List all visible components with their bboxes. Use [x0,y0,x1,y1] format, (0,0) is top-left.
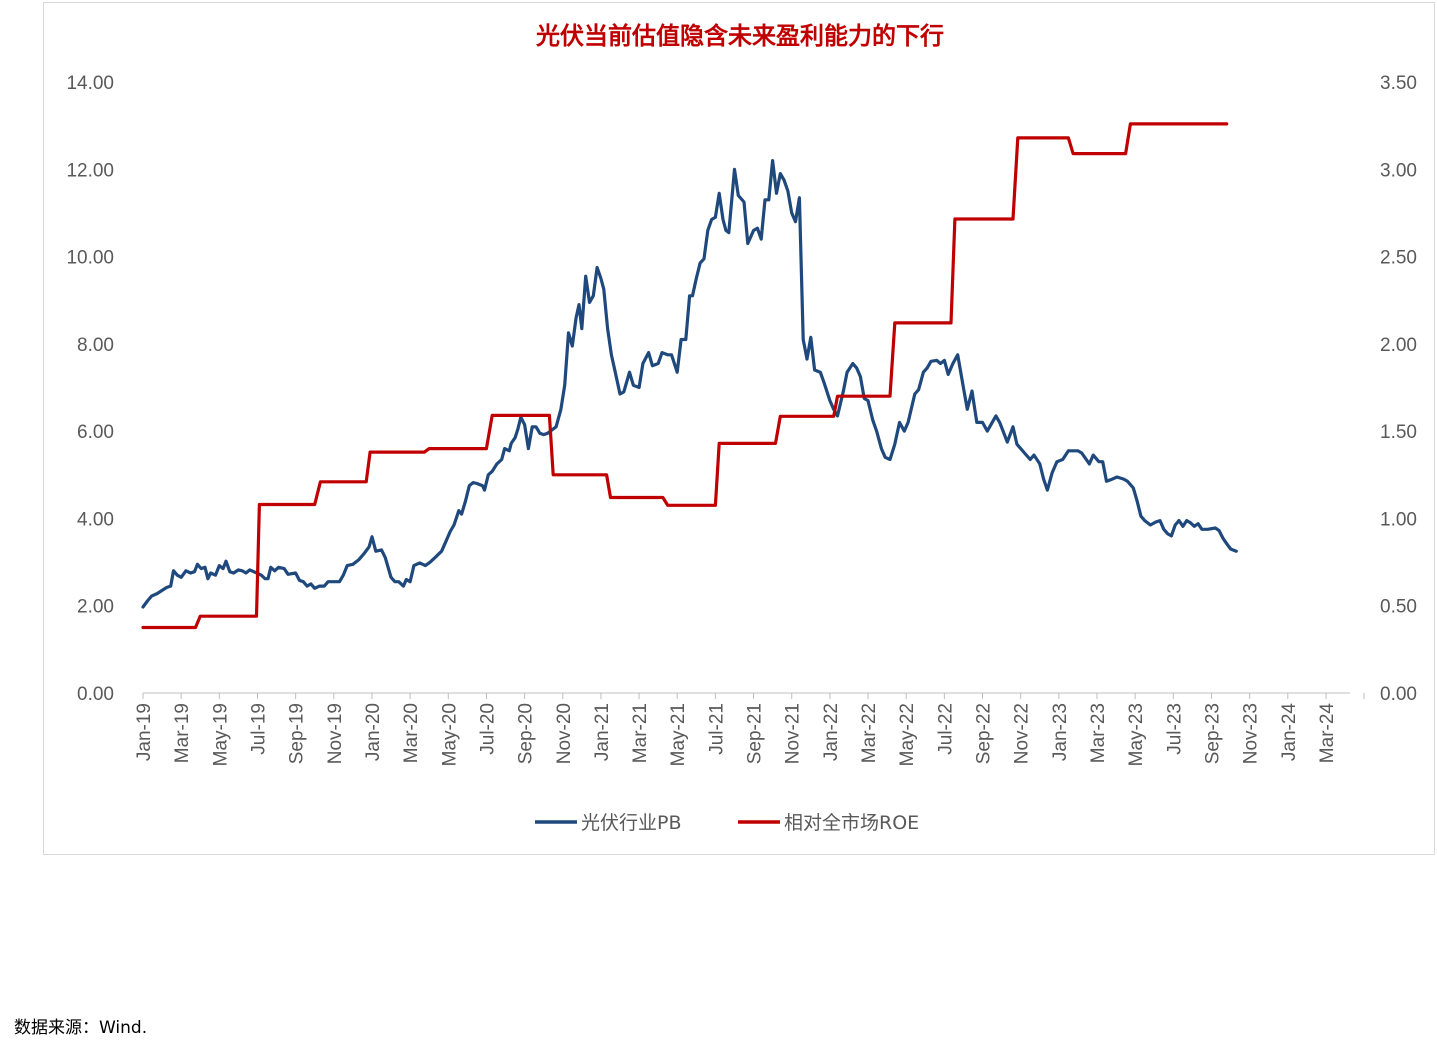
y-right-tick-label: 2.00 [1380,335,1417,356]
y-left-tick-label: 2.00 [77,597,114,618]
x-tick-label: Jan-19 [134,703,155,761]
x-tick-label: Mar-23 [1088,703,1109,763]
chart-title: 光伏当前估值隐含未来盈利能力的下行 [535,21,944,50]
x-tick-label: Nov-23 [1241,703,1262,764]
y-left-tick-label: 6.00 [77,422,114,443]
series-line-pb [141,159,1238,609]
x-tick-label: Jan-23 [1050,703,1071,761]
y-left-tick-label: 12.00 [66,160,114,181]
y-right-tick-label: 1.50 [1380,422,1417,443]
y-left-tick-label: 4.00 [77,509,114,530]
x-tick-label: Mar-24 [1317,703,1338,764]
y-right-tick-label: 3.00 [1380,160,1417,181]
x-tick-label: Sep-22 [974,703,995,764]
x-tick-label: Sep-21 [745,703,766,764]
y-right-tick-label: 0.50 [1380,597,1417,618]
x-tick-label: Nov-22 [1012,703,1033,764]
y-left-tick-label: 14.00 [66,73,114,94]
y-right-tick-label: 1.00 [1380,509,1417,530]
y-axis-right: 0.00 0.50 1.00 1.50 2.00 2.50 3.00 3.50 [1380,73,1417,705]
y-axis-left: 0.00 2.00 4.00 6.00 8.00 10.00 12.00 14.00 [66,73,114,705]
x-tick-label: Nov-19 [325,703,346,764]
x-tick-label: Mar-21 [630,703,651,763]
series-layer [141,122,1238,630]
x-tick-label: May-20 [439,703,460,766]
x-tick-label: Mar-19 [172,703,193,763]
x-tick-label: Jan-21 [592,703,613,761]
y-left-tick-label: 8.00 [77,335,114,356]
x-tick-label: Jul-23 [1164,703,1185,755]
x-tick-label: Sep-19 [287,703,308,764]
x-tick-label: Jan-24 [1279,703,1300,762]
x-tick-label: Nov-20 [554,703,575,764]
x-axis: Jan-19 Mar-19 May-19 Jul-19 Sep-19 Nov-19 Jan-… [134,692,1365,766]
x-tick-label: Jan-22 [821,703,842,761]
legend: 光伏行业PB 相对全市场ROE [535,812,919,834]
x-tick-label: Jul-19 [248,703,269,755]
x-tick-label: May-23 [1126,703,1147,766]
x-tick-label: Jul-22 [935,703,956,755]
x-tick-label: Mar-22 [859,703,880,763]
source-note: 数据来源：Wind. [14,1018,148,1038]
x-tick-label: Nov-21 [783,703,804,764]
x-tick-label: Sep-20 [516,703,537,764]
y-left-tick-label: 10.00 [66,248,114,269]
series-line-roe [141,122,1229,630]
x-tick-label: Jan-20 [363,703,384,761]
chart-frame [43,2,1435,855]
x-tick-label: May-22 [897,703,918,766]
y-left-tick-label: 0.00 [77,684,114,705]
legend-label: 相对全市场ROE [784,812,919,834]
y-right-tick-label: 3.50 [1380,73,1417,94]
x-tick-label: May-19 [210,703,231,766]
x-tick-label: Sep-23 [1202,703,1223,764]
x-tick-label: Jul-20 [477,703,498,755]
x-tick-label: May-21 [668,703,689,766]
y-right-tick-label: 2.50 [1380,248,1417,269]
x-tick-label: Mar-20 [401,703,422,763]
legend-label: 光伏行业PB [581,812,682,834]
x-tick-label: Jul-21 [706,703,727,755]
y-right-tick-label: 0.00 [1380,684,1417,705]
